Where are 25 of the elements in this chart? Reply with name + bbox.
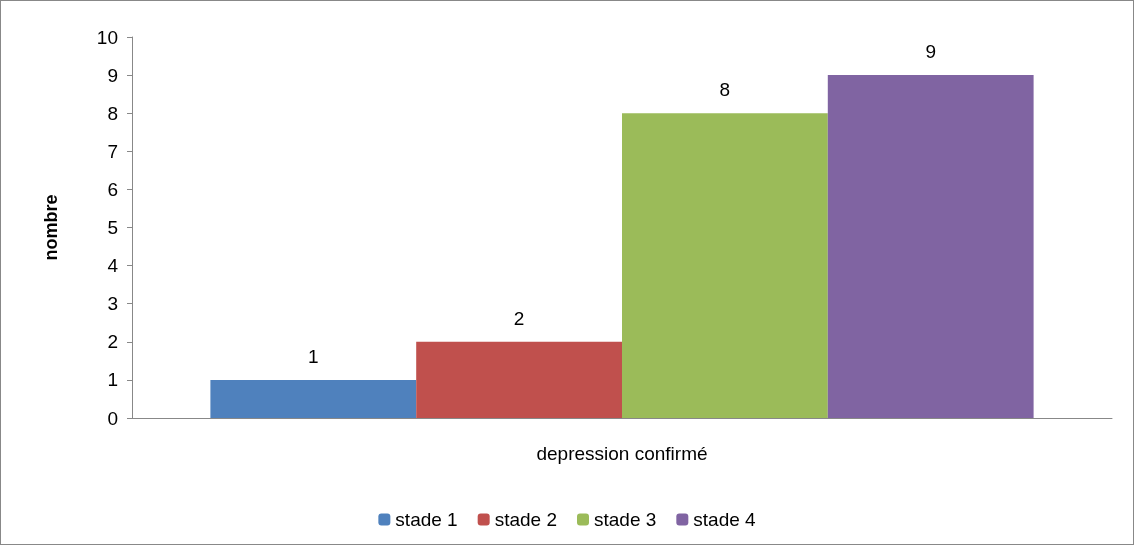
legend-label: stade 1 bbox=[395, 509, 458, 530]
data-label: 9 bbox=[925, 41, 936, 63]
legend-label: stade 4 bbox=[693, 509, 757, 530]
y-tick-label: 10 bbox=[96, 26, 118, 48]
bar bbox=[622, 113, 828, 418]
legend-label: stade 3 bbox=[594, 509, 657, 530]
bar bbox=[416, 341, 622, 418]
x-tick-label: depression confirmé bbox=[536, 443, 708, 464]
y-tick-label: 8 bbox=[107, 102, 118, 124]
y-tick-label: 3 bbox=[107, 293, 118, 315]
bar bbox=[827, 75, 1034, 418]
bar bbox=[210, 379, 417, 418]
y-axis-title: nombre bbox=[41, 194, 61, 261]
y-tick-label: 1 bbox=[107, 369, 118, 391]
y-tick-label: 2 bbox=[107, 331, 118, 353]
legend-label: stade 2 bbox=[494, 509, 557, 530]
data-label: 2 bbox=[513, 307, 525, 329]
y-tick-label: 0 bbox=[107, 407, 118, 429]
data-label: 1 bbox=[308, 345, 319, 367]
y-tick-label: 9 bbox=[107, 64, 118, 86]
y-tick-label: 5 bbox=[107, 217, 118, 238]
data-label: 8 bbox=[719, 79, 731, 101]
y-tick-label: 6 bbox=[107, 178, 118, 200]
y-tick-label: 7 bbox=[107, 140, 118, 162]
y-tick-label: 4 bbox=[107, 255, 119, 277]
